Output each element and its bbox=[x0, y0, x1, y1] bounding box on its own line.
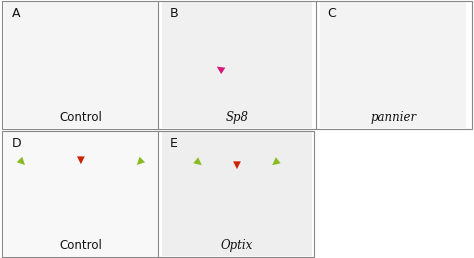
Text: B: B bbox=[169, 7, 178, 20]
Text: D: D bbox=[11, 137, 21, 150]
Text: A: A bbox=[11, 7, 20, 20]
Text: Control: Control bbox=[59, 239, 102, 252]
Text: C: C bbox=[327, 7, 336, 20]
Text: Control: Control bbox=[59, 111, 102, 124]
Text: pannier: pannier bbox=[370, 111, 416, 124]
Text: Optix: Optix bbox=[221, 239, 253, 252]
Text: Sp8: Sp8 bbox=[226, 111, 248, 124]
Text: E: E bbox=[169, 137, 177, 150]
